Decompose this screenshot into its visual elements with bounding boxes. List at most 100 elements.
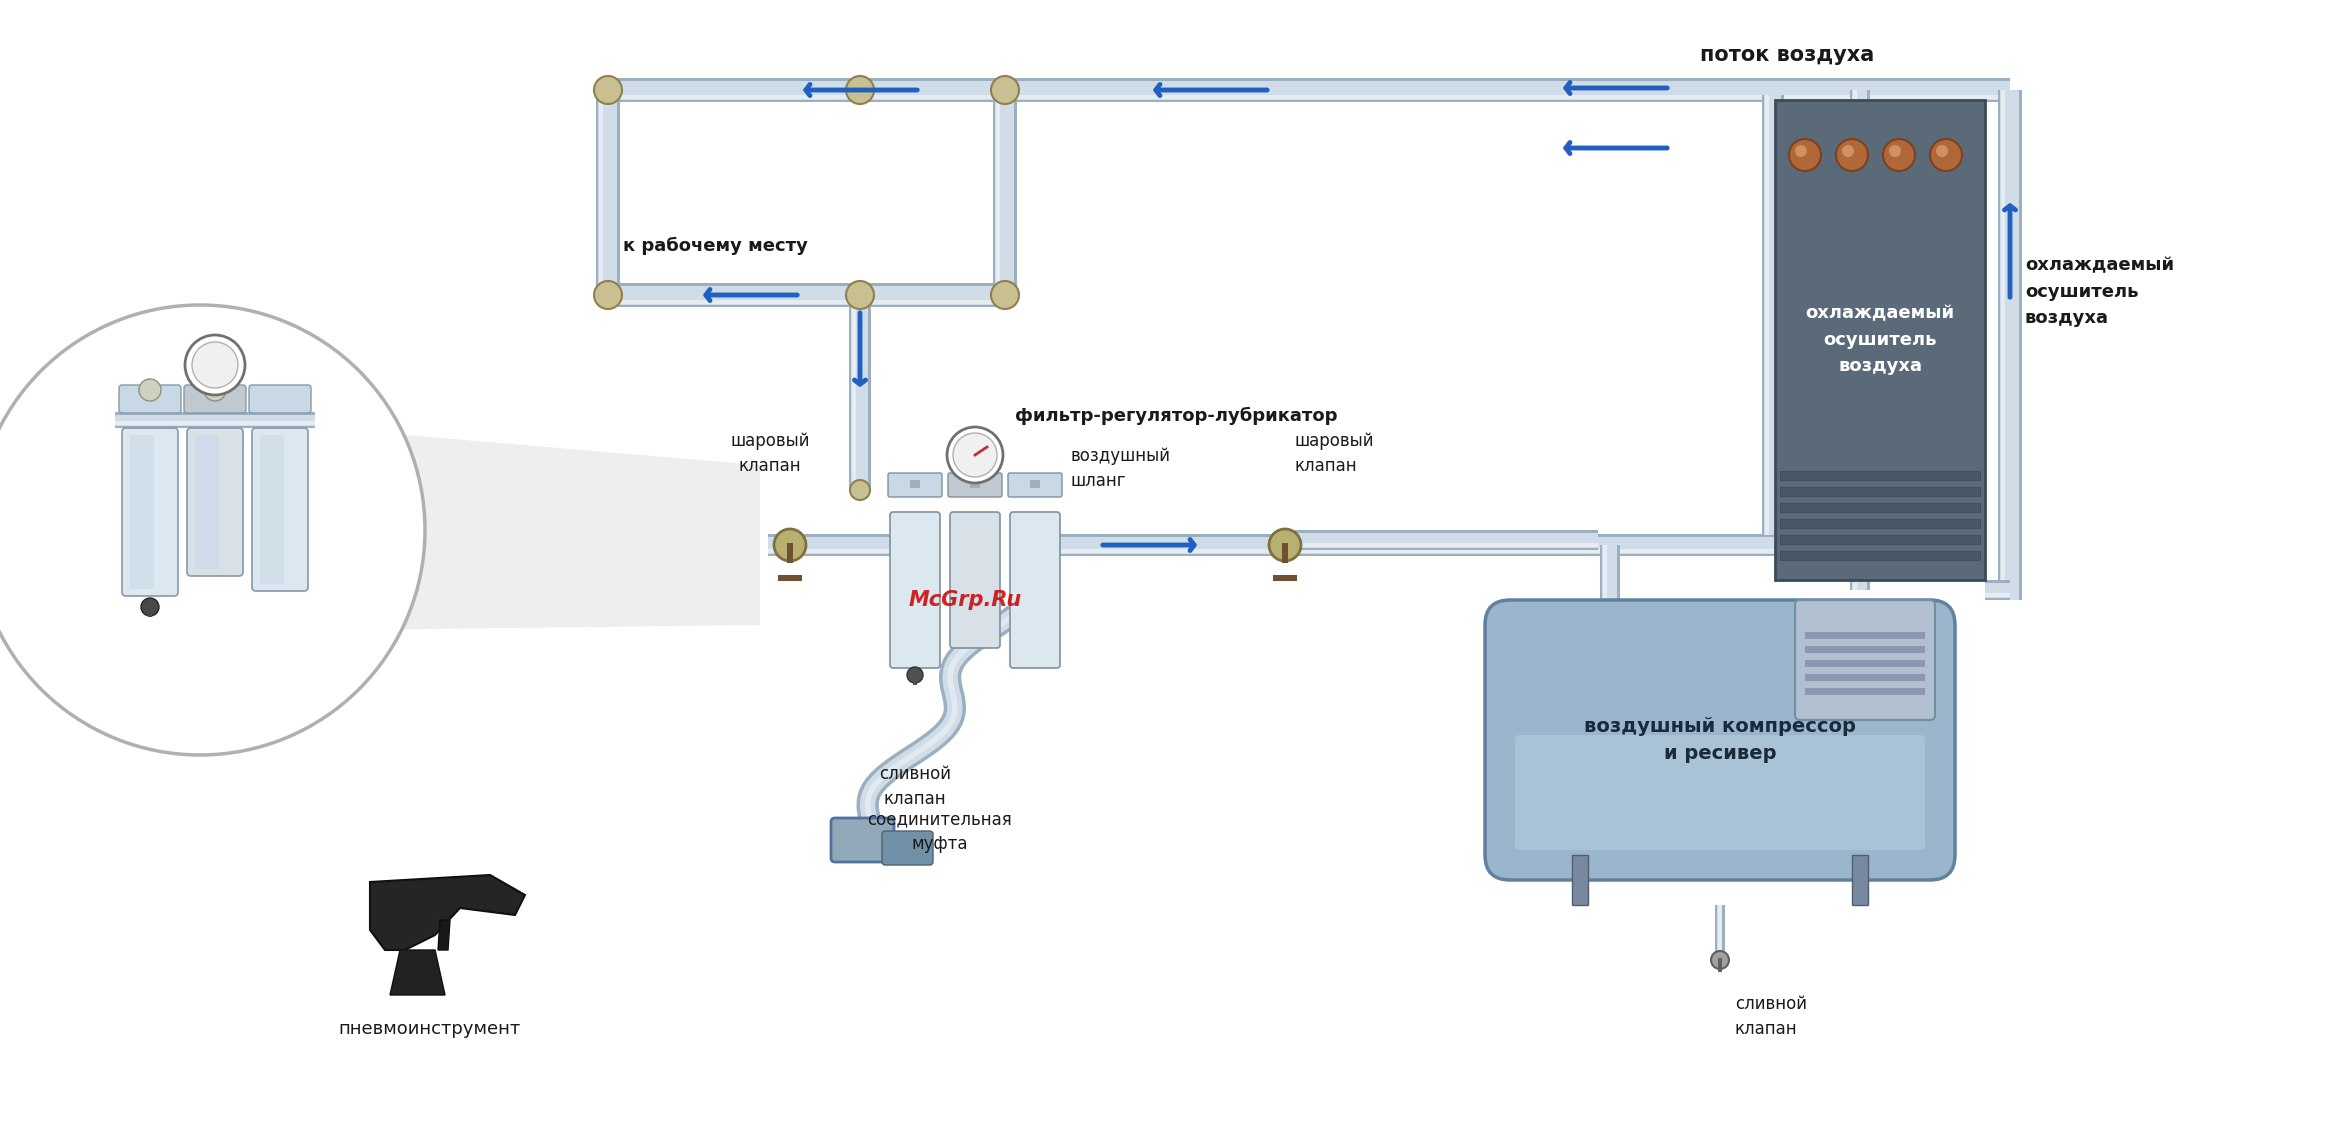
Bar <box>114 421 315 425</box>
Bar <box>1715 905 1725 960</box>
Bar <box>1851 575 1870 590</box>
Bar <box>600 90 602 295</box>
FancyBboxPatch shape <box>131 435 154 589</box>
Text: поток воздуха: поток воздуха <box>1699 45 1874 66</box>
FancyBboxPatch shape <box>950 512 999 647</box>
Bar <box>1601 545 1617 605</box>
Bar <box>1055 534 1302 556</box>
Text: пневмоинструмент: пневмоинструмент <box>338 1020 520 1038</box>
Bar <box>1267 549 1365 553</box>
Bar <box>1853 575 1858 590</box>
Bar <box>1601 545 1620 605</box>
Bar <box>1055 549 1302 553</box>
Circle shape <box>948 427 1004 483</box>
FancyBboxPatch shape <box>259 435 285 584</box>
Bar <box>607 286 1006 305</box>
Bar <box>1781 519 1979 528</box>
FancyBboxPatch shape <box>196 435 219 570</box>
Circle shape <box>1711 951 1729 970</box>
Circle shape <box>775 529 805 560</box>
Circle shape <box>1842 145 1853 157</box>
Circle shape <box>184 334 245 395</box>
Bar <box>1984 583 2010 598</box>
Bar <box>910 480 920 488</box>
Bar <box>768 549 894 553</box>
Circle shape <box>140 598 159 616</box>
Bar <box>1291 533 1599 548</box>
Bar <box>852 295 868 490</box>
Bar <box>607 282 1006 307</box>
Circle shape <box>845 76 873 104</box>
Circle shape <box>992 76 1020 104</box>
Bar <box>1851 90 1867 105</box>
Bar <box>1781 487 1979 496</box>
Polygon shape <box>439 920 450 950</box>
Bar <box>607 95 2010 99</box>
Bar <box>114 412 315 428</box>
Circle shape <box>0 305 425 755</box>
Text: охлаждаемый
осушитель
воздуха: охлаждаемый осушитель воздуха <box>1807 305 1954 375</box>
Polygon shape <box>371 875 525 950</box>
Bar <box>1781 471 1979 480</box>
Bar <box>1344 549 1779 553</box>
FancyBboxPatch shape <box>1515 734 1926 850</box>
FancyBboxPatch shape <box>831 818 894 862</box>
Text: соединительная
муфта: соединительная муфта <box>868 810 1013 853</box>
FancyBboxPatch shape <box>121 428 177 596</box>
Bar <box>1804 632 1926 638</box>
Bar <box>1291 530 1599 550</box>
Bar <box>1851 855 1867 905</box>
Text: сливной
клапан: сливной клапан <box>880 765 950 808</box>
Circle shape <box>1930 139 1963 171</box>
Bar <box>1272 575 1298 581</box>
FancyBboxPatch shape <box>187 428 243 576</box>
FancyBboxPatch shape <box>1011 512 1060 668</box>
Bar <box>1984 593 2010 597</box>
FancyBboxPatch shape <box>1484 600 1956 880</box>
Bar <box>1344 537 1779 554</box>
Text: фильтр-регулятор-лубрикатор: фильтр-регулятор-лубрикатор <box>1015 407 1337 425</box>
Bar <box>595 90 621 295</box>
Polygon shape <box>390 950 446 996</box>
Circle shape <box>593 76 621 104</box>
FancyBboxPatch shape <box>1008 473 1062 497</box>
FancyBboxPatch shape <box>184 385 245 412</box>
Bar <box>1851 90 1870 105</box>
Bar <box>1804 660 1926 667</box>
Bar <box>1267 537 1365 554</box>
Text: к рабочему месту: к рабочему месту <box>623 237 808 255</box>
Bar <box>1718 958 1722 972</box>
Bar <box>1603 545 1608 605</box>
Bar <box>1781 551 1979 560</box>
Bar <box>994 90 1013 295</box>
Bar <box>787 544 794 563</box>
FancyBboxPatch shape <box>1774 99 1984 580</box>
Circle shape <box>1837 139 1867 171</box>
Circle shape <box>952 433 997 477</box>
Bar <box>777 575 803 581</box>
Bar <box>1718 905 1722 960</box>
Bar <box>1984 580 2010 600</box>
Circle shape <box>992 281 1020 308</box>
Bar <box>850 295 871 490</box>
Bar <box>2000 90 2019 600</box>
Bar <box>1998 90 2021 600</box>
Bar <box>768 537 894 554</box>
Bar <box>997 90 999 295</box>
Bar <box>992 90 1018 295</box>
Bar <box>1851 575 1867 590</box>
Circle shape <box>140 379 161 401</box>
Bar <box>607 81 2010 99</box>
Bar <box>913 671 917 685</box>
Circle shape <box>191 342 238 388</box>
Circle shape <box>845 281 873 308</box>
Bar <box>607 78 2010 102</box>
FancyBboxPatch shape <box>250 385 310 412</box>
Text: шаровый
клапан: шаровый клапан <box>1295 432 1375 475</box>
Circle shape <box>1795 145 1807 157</box>
Bar <box>1781 503 1979 512</box>
Circle shape <box>1935 145 1949 157</box>
FancyBboxPatch shape <box>889 512 941 668</box>
Circle shape <box>1270 529 1300 560</box>
Polygon shape <box>345 431 761 631</box>
